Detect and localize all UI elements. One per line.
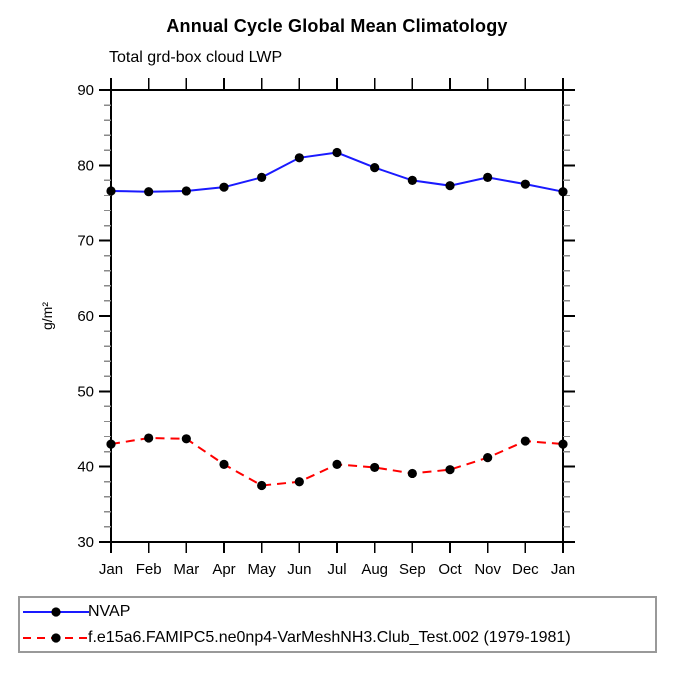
y-tick-label: 80 bbox=[77, 157, 94, 174]
x-tick-label: Feb bbox=[136, 561, 162, 578]
data-point-marker bbox=[181, 434, 191, 444]
legend: NVAP f.e15a6.FAMIPC5.ne0np4-VarMeshNH3.C… bbox=[18, 596, 657, 653]
data-point-marker bbox=[445, 181, 455, 191]
legend-line-solid-icon bbox=[23, 606, 89, 617]
x-tick-label: Jul bbox=[327, 561, 346, 578]
data-point-marker bbox=[257, 172, 267, 182]
data-point-marker bbox=[219, 459, 229, 470]
data-point-marker bbox=[106, 439, 116, 449]
data-point-marker bbox=[144, 187, 154, 197]
data-point-marker bbox=[332, 147, 342, 158]
y-tick-label: 70 bbox=[77, 233, 94, 250]
x-tick-label: Nov bbox=[474, 561, 501, 578]
y-tick-label: 60 bbox=[77, 308, 94, 325]
legend-label: f.e15a6.FAMIPC5.ne0np4-VarMeshNH3.Club_T… bbox=[88, 628, 571, 646]
chart-subtitle: Total grd-box cloud LWP bbox=[109, 49, 283, 66]
legend-item-model: f.e15a6.FAMIPC5.ne0np4-VarMeshNH3.Club_T… bbox=[23, 625, 655, 651]
y-tick-label: 40 bbox=[77, 459, 94, 476]
data-point-marker bbox=[445, 465, 455, 475]
data-point-marker bbox=[181, 186, 191, 196]
legend-item-nvap: NVAP bbox=[23, 599, 655, 625]
data-point-marker bbox=[483, 453, 493, 463]
x-tick-label: Sep bbox=[399, 561, 426, 578]
y-tick-label: 30 bbox=[77, 534, 94, 551]
x-tick-label: Jan bbox=[99, 561, 123, 578]
x-tick-label: May bbox=[247, 561, 276, 578]
data-point-marker bbox=[520, 179, 530, 189]
series-line-0 bbox=[110, 151, 564, 193]
data-point-marker bbox=[483, 172, 493, 182]
data-point-marker bbox=[407, 175, 417, 185]
data-point-marker bbox=[558, 187, 568, 197]
data-point-marker bbox=[520, 436, 530, 446]
data-point-marker bbox=[144, 433, 154, 443]
chart-title: Annual Cycle Global Mean Climatology bbox=[166, 16, 508, 36]
data-point-marker bbox=[407, 468, 417, 479]
x-tick-label: Dec bbox=[512, 561, 539, 578]
y-tick-label: 90 bbox=[77, 82, 94, 99]
data-point-marker bbox=[294, 477, 304, 487]
y-tick-label: 50 bbox=[77, 383, 94, 400]
x-tick-label: Jun bbox=[287, 561, 311, 578]
legend-label: NVAP bbox=[88, 602, 131, 620]
data-point-marker bbox=[106, 186, 116, 196]
legend-line-dashed-icon bbox=[23, 632, 89, 643]
x-tick-label: Aug bbox=[361, 561, 388, 578]
data-point-marker bbox=[294, 153, 304, 163]
data-point-marker bbox=[370, 462, 380, 473]
data-point-marker bbox=[370, 162, 380, 173]
data-point-marker bbox=[257, 480, 267, 491]
data-point-marker bbox=[558, 439, 568, 449]
data-point-marker bbox=[219, 182, 229, 192]
plot-border bbox=[110, 89, 564, 543]
x-tick-label: Mar bbox=[173, 561, 199, 578]
x-tick-label: Apr bbox=[212, 561, 235, 578]
x-tick-label: Jan bbox=[551, 561, 575, 578]
x-tick-label: Oct bbox=[438, 561, 462, 578]
data-point-marker bbox=[332, 459, 342, 470]
